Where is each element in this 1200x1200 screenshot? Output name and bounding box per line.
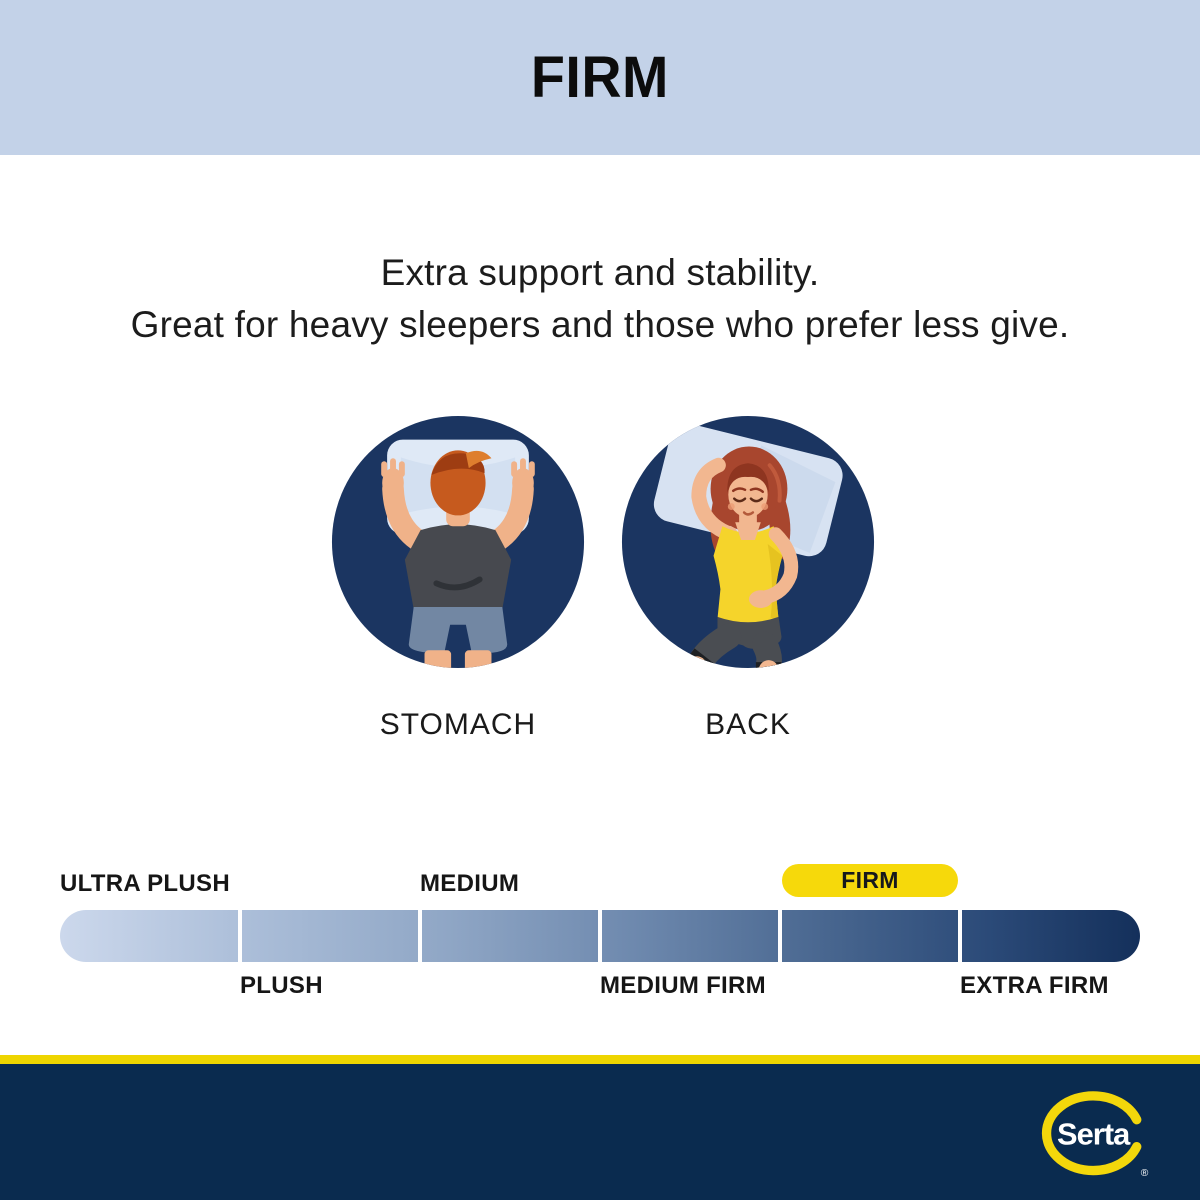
segment-divider <box>238 910 242 962</box>
serta-wordmark: Serta <box>1057 1116 1131 1151</box>
serta-logo: Serta ® <box>1040 1088 1152 1184</box>
bangs <box>727 463 769 493</box>
stomach-sleeper-svg <box>331 415 585 669</box>
footer-bar: Serta ® <box>0 1064 1200 1200</box>
left-leg <box>424 650 452 669</box>
hand <box>748 590 773 608</box>
scale-label-medium-firm: MEDIUM FIRM <box>600 972 766 999</box>
scale-label-ultra-plush: ULTRA PLUSH <box>60 870 230 897</box>
right-leg <box>464 650 492 669</box>
arm-on-belly <box>758 527 799 605</box>
closed-eye-right <box>749 497 764 503</box>
yellow-stripe <box>0 1055 1200 1064</box>
header-banner: FIRM <box>0 0 1200 155</box>
scale-label-extra-firm: EXTRA FIRM <box>960 972 1109 999</box>
closed-eye-left <box>732 497 747 503</box>
stomach-label: STOMACH <box>379 708 537 741</box>
back-label: BACK <box>705 708 791 741</box>
description-text: Extra support and stability. Great for h… <box>0 247 1200 351</box>
scale-label-firm: FIRM <box>841 867 899 893</box>
segment-divider <box>418 910 422 962</box>
right-hand <box>511 458 535 498</box>
face <box>728 472 768 518</box>
scale-label-plush: PLUSH <box>240 972 323 999</box>
scale-label-medium: MEDIUM <box>420 870 520 897</box>
t-shirt <box>404 524 512 609</box>
stomach-sleeper-illustration <box>330 414 586 670</box>
man-stomach-figure <box>381 439 535 669</box>
registered-mark: ® <box>1141 1168 1149 1179</box>
arm-above-head <box>691 457 738 542</box>
serta-logo-svg: Serta ® <box>1041 1091 1149 1179</box>
segment-divider <box>958 910 962 962</box>
page-title: FIRM <box>531 45 669 110</box>
segment-divider <box>598 910 602 962</box>
back-sleeper-svg <box>621 415 875 669</box>
back-sleeper-illustration <box>620 414 876 670</box>
scale-highlight-firm: FIRM <box>782 864 958 897</box>
left-hand <box>381 458 405 498</box>
description-line-2: Great for heavy sleepers and those who p… <box>130 304 1070 345</box>
left-lower-leg <box>673 656 707 669</box>
firmness-scale: ULTRA PLUSH MEDIUM FIRM PLUSH MEDIUM FIR… <box>60 862 1140 1012</box>
description-line-1: Extra support and stability. <box>380 252 820 293</box>
woman-back-figure <box>653 423 843 669</box>
mouth <box>742 511 755 516</box>
segment-divider <box>778 910 782 962</box>
serta-swoosh <box>1041 1091 1145 1176</box>
shorts <box>408 606 508 654</box>
chest <box>735 522 761 541</box>
